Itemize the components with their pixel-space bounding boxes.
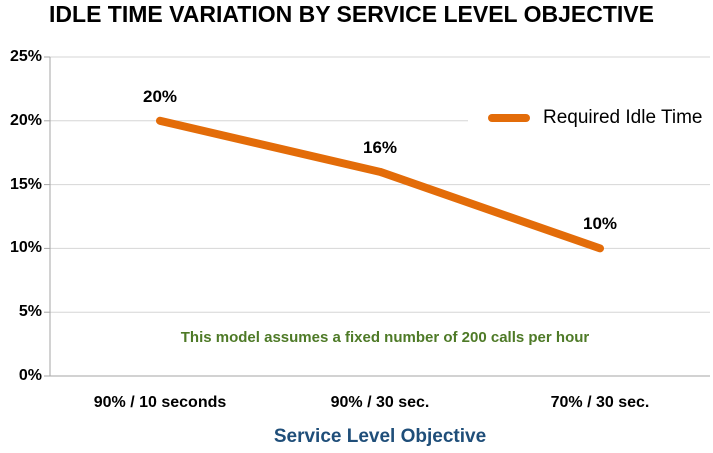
- y-tick-label: 20%: [9, 111, 42, 129]
- x-category-label: 90% / 30 sec.: [330, 394, 430, 411]
- y-tick-label: 15%: [9, 175, 42, 193]
- chart-annotation: This model assumes a fixed number of 200…: [180, 329, 590, 346]
- data-point-label: 20%: [142, 86, 178, 106]
- data-line-required-idle-time: [156, 116, 604, 253]
- x-axis-title: Service Level Objective: [273, 426, 487, 447]
- y-tick-label: 5%: [18, 303, 42, 321]
- x-category-label: 70% / 30 sec.: [550, 394, 650, 411]
- legend-label: Required Idle Time: [543, 107, 703, 128]
- data-point-label: 10%: [582, 214, 618, 234]
- y-tick-label: 0%: [18, 367, 42, 384]
- legend-line-swatch: [488, 114, 530, 122]
- x-category-label: 90% / 10 seconds: [93, 394, 227, 411]
- legend: Required Idle Time: [468, 97, 713, 139]
- y-tick-label: 10%: [9, 239, 42, 257]
- chart-title: IDLE TIME VARIATION BY SERVICE LEVEL OBJ…: [49, 1, 654, 27]
- data-point-label: 16%: [362, 137, 398, 157]
- y-tick-label: 25%: [9, 48, 42, 65]
